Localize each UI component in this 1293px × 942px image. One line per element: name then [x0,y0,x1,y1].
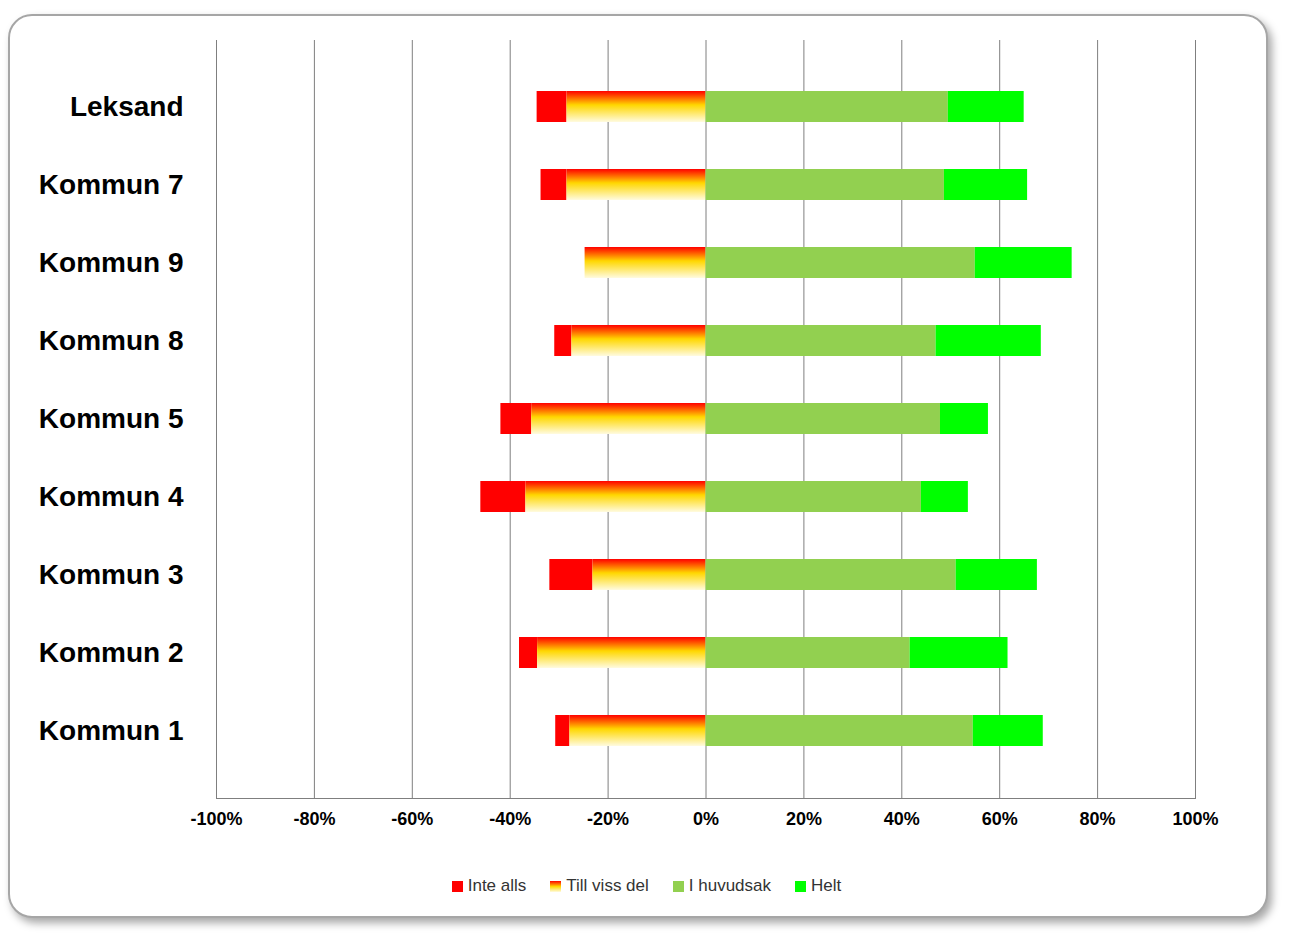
svg-text:-60%: -60% [391,809,433,829]
svg-text:Leksand: Leksand [70,91,184,122]
html-text:Helt: Helt [811,876,842,895]
html-text:Till viss del: Till viss del [566,876,649,895]
html-text:I huvudsak: I huvudsak [688,876,771,895]
svg-text:Kommun 7: Kommun 7 [39,169,184,200]
svg-text:100%: 100% [1172,809,1218,829]
svg-text:Kommun 1: Kommun 1 [39,715,184,746]
svg-text:40%: 40% [884,809,920,829]
svg-text:Kommun 2: Kommun 2 [39,637,184,668]
svg-text:60%: 60% [982,809,1018,829]
svg-text:0%: 0% [693,809,719,829]
html-text:Inte alls: Inte alls [467,876,527,895]
svg-text:Kommun 5: Kommun 5 [39,403,184,434]
svg-text:Kommun 8: Kommun 8 [39,325,184,356]
svg-text:-100%: -100% [190,809,242,829]
svg-text:Kommun 3: Kommun 3 [39,559,184,590]
svg-text:-20%: -20% [587,809,629,829]
svg-text:80%: 80% [1080,809,1116,829]
svg-text:20%: 20% [786,809,822,829]
svg-text:-80%: -80% [293,809,335,829]
svg-text:Kommun 4: Kommun 4 [39,481,184,512]
svg-text:-40%: -40% [489,809,531,829]
svg-text:Kommun 9: Kommun 9 [39,247,184,278]
